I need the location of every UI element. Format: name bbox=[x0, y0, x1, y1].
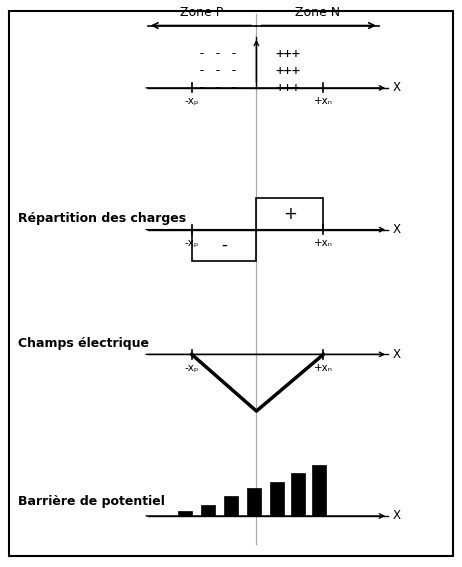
Text: -: - bbox=[221, 236, 227, 254]
Bar bbox=[256, 198, 323, 230]
Bar bbox=[192, 230, 256, 261]
Bar bbox=[201, 505, 215, 516]
Text: +xₙ: +xₙ bbox=[314, 96, 333, 107]
Bar bbox=[224, 496, 238, 516]
Bar bbox=[291, 473, 305, 516]
Text: Zone P: Zone P bbox=[181, 6, 224, 19]
Text: -xₚ: -xₚ bbox=[184, 238, 199, 248]
Bar bbox=[312, 465, 326, 516]
Text: Barrière de potentiel: Barrière de potentiel bbox=[18, 496, 165, 508]
Text: +++: +++ bbox=[275, 64, 300, 78]
Text: +++: +++ bbox=[275, 47, 300, 61]
Text: Zone N: Zone N bbox=[295, 6, 340, 19]
Text: X: X bbox=[393, 223, 401, 236]
Text: +xₙ: +xₙ bbox=[314, 238, 333, 248]
Text: +xₙ: +xₙ bbox=[314, 363, 333, 373]
Text: - - -: - - - bbox=[198, 48, 238, 60]
Bar bbox=[270, 482, 284, 516]
Text: +++: +++ bbox=[275, 81, 300, 95]
Text: Champs électrique: Champs électrique bbox=[18, 337, 150, 349]
Text: Répartition des charges: Répartition des charges bbox=[18, 212, 187, 225]
Text: X: X bbox=[393, 348, 401, 361]
Text: X: X bbox=[393, 82, 401, 94]
Text: -xₚ: -xₚ bbox=[184, 96, 199, 107]
Text: -xₚ: -xₚ bbox=[184, 363, 199, 373]
Bar bbox=[247, 488, 261, 516]
Bar bbox=[178, 511, 192, 516]
Text: +: + bbox=[283, 205, 297, 223]
Text: - - -: - - - bbox=[198, 82, 238, 94]
Text: - - -: - - - bbox=[198, 65, 238, 77]
Text: X: X bbox=[393, 510, 401, 522]
